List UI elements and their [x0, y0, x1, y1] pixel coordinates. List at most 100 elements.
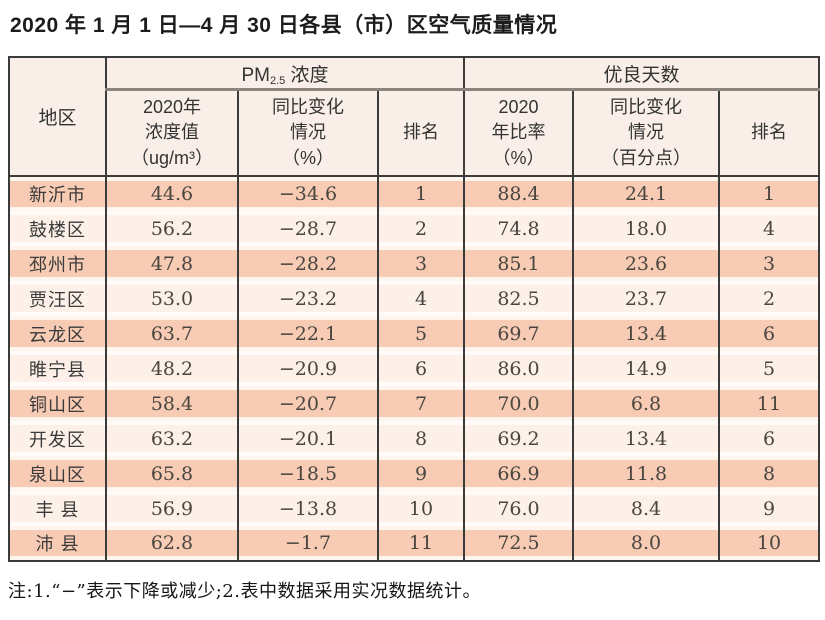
pm-rank-cell: 9	[377, 456, 465, 491]
good-rank-cell: 6	[717, 316, 821, 351]
pm-rank-cell: 6	[377, 351, 465, 386]
region-cell: 开发区	[8, 421, 107, 456]
table-row: 睢宁县 48.2 −20.9 6 86.0 14.9 5	[8, 351, 821, 386]
table-row: 沛 县 62.8 −1.7 11 72.5 8.0 10	[8, 526, 821, 561]
region-cell: 邳州市	[8, 246, 107, 281]
pm-change-cell: −20.7	[237, 386, 379, 421]
group-header-good-days: 优良天数	[462, 57, 821, 91]
col-header-pm-rank: 排名	[377, 89, 465, 177]
group-header-row: 地区 PM2.5 浓度 优良天数	[8, 57, 821, 177]
footnote: 注:1.“−”表示下降或减少;2.表中数据采用实况数据统计。	[8, 581, 481, 602]
pm-rank-cell: 8	[377, 421, 465, 456]
table-row: 云龙区 63.7 −22.1 5 69.7 13.4 6	[8, 316, 821, 351]
region-cell: 鼓楼区	[8, 211, 107, 246]
region-cell: 泉山区	[8, 456, 107, 491]
pm-rank-cell: 5	[377, 316, 465, 351]
pm-rank-cell: 7	[377, 386, 465, 421]
good-rank-cell: 9	[717, 491, 821, 526]
pm-rank-cell: 4	[377, 281, 465, 316]
table-row: 开发区 63.2 −20.1 8 69.2 13.4 6	[8, 421, 821, 456]
col-header-good-change: 同比变化 情况 （百分点）	[572, 89, 720, 177]
pm-change-cell: −22.1	[237, 316, 379, 351]
table-row: 鼓楼区 56.2 −28.7 2 74.8 18.0 4	[8, 211, 821, 246]
pm25-label-pre: PM	[241, 64, 270, 86]
pm-change-cell: −18.5	[237, 456, 379, 491]
good-rank-cell: 6	[717, 421, 821, 456]
pm-change-cell: −28.7	[237, 211, 379, 246]
good-rank-cell: 5	[717, 351, 821, 386]
good-ratio-cell: 72.5	[463, 526, 574, 561]
group-header-pm25: PM2.5 浓度	[105, 57, 465, 91]
good-change-cell: 23.7	[572, 281, 720, 316]
good-change-cell: 23.6	[572, 246, 720, 281]
pm25-label-sub: 2.5	[269, 74, 286, 87]
pm25-label-post: 浓度	[285, 64, 329, 86]
table-row: 贾汪区 53.0 −23.2 4 82.5 23.7 2	[8, 281, 821, 316]
good-ratio-cell: 86.0	[463, 351, 574, 386]
good-change-cell: 13.4	[572, 316, 720, 351]
good-ratio-cell: 82.5	[463, 281, 574, 316]
good-ratio-cell: 85.1	[463, 246, 574, 281]
good-rank-cell: 1	[717, 176, 821, 211]
pm-value-cell: 44.6	[105, 176, 239, 211]
good-change-cell: 8.4	[572, 491, 720, 526]
region-cell: 沛 县	[8, 526, 107, 561]
col-header-region: 地区	[8, 57, 107, 177]
good-change-cell: 11.8	[572, 456, 720, 491]
table-header: 地区 PM2.5 浓度 优良天数 2020年 浓度值 （ug/m³） 同比变化 …	[8, 57, 821, 177]
pm-change-cell: −23.2	[237, 281, 379, 316]
good-rank-cell: 3	[717, 246, 821, 281]
pm-value-cell: 58.4	[105, 386, 239, 421]
good-rank-cell: 11	[717, 386, 821, 421]
pm-change-cell: −34.6	[237, 176, 379, 211]
pm-value-cell: 53.0	[105, 281, 239, 316]
pm-value-cell: 62.8	[105, 526, 239, 561]
pm-value-cell: 48.2	[105, 351, 239, 386]
pm-rank-cell: 3	[377, 246, 465, 281]
pm-change-cell: −20.1	[237, 421, 379, 456]
col-header-good-rank: 排名	[717, 89, 821, 177]
pm-value-cell: 56.2	[105, 211, 239, 246]
pm-change-cell: −1.7	[237, 526, 379, 561]
region-cell: 新沂市	[8, 176, 107, 211]
good-change-cell: 18.0	[572, 211, 720, 246]
good-ratio-cell: 74.8	[463, 211, 574, 246]
good-change-cell: 24.1	[572, 176, 720, 211]
good-ratio-cell: 88.4	[463, 176, 574, 211]
pm-rank-cell: 2	[377, 211, 465, 246]
col-header-pm-change: 同比变化 情况 （%）	[237, 89, 379, 177]
good-change-cell: 14.9	[572, 351, 720, 386]
table-row: 邳州市 47.8 −28.2 3 85.1 23.6 3	[8, 246, 821, 281]
region-cell: 睢宁县	[8, 351, 107, 386]
table-row: 新沂市 44.6 −34.6 1 88.4 24.1 1	[8, 176, 821, 211]
good-change-cell: 6.8	[572, 386, 720, 421]
pm-rank-cell: 10	[377, 491, 465, 526]
table-body: 新沂市 44.6 −34.6 1 88.4 24.1 1 鼓楼区 56.2 −2…	[8, 176, 821, 561]
pm-rank-cell: 11	[377, 526, 465, 561]
pm-value-cell: 56.9	[105, 491, 239, 526]
good-change-cell: 8.0	[572, 526, 720, 561]
region-cell: 贾汪区	[8, 281, 107, 316]
good-ratio-cell: 66.9	[463, 456, 574, 491]
good-ratio-cell: 76.0	[463, 491, 574, 526]
air-quality-table: 地区 PM2.5 浓度 优良天数 2020年 浓度值 （ug/m³） 同比变化 …	[8, 56, 821, 562]
good-rank-cell: 8	[717, 456, 821, 491]
table-row: 泉山区 65.8 −18.5 9 66.9 11.8 8	[8, 456, 821, 491]
pm-change-cell: −28.2	[237, 246, 379, 281]
good-rank-cell: 4	[717, 211, 821, 246]
col-header-pm-value: 2020年 浓度值 （ug/m³）	[105, 89, 239, 177]
sub-header-row: 2020年 浓度值 （ug/m³） 同比变化 情况 （%） 排名 2020 年比…	[9, 89, 821, 177]
region-cell: 丰 县	[8, 491, 107, 526]
table-row: 丰 县 56.9 −13.8 10 76.0 8.4 9	[8, 491, 821, 526]
pm-value-cell: 65.8	[105, 456, 239, 491]
good-ratio-cell: 70.0	[463, 386, 574, 421]
pm-value-cell: 47.8	[105, 246, 239, 281]
pm-change-cell: −20.9	[237, 351, 379, 386]
region-cell: 云龙区	[8, 316, 107, 351]
good-rank-cell: 10	[717, 526, 821, 561]
page-title: 2020 年 1 月 1 日—4 月 30 日各县（市）区空气质量情况	[10, 14, 558, 37]
pm-value-cell: 63.7	[105, 316, 239, 351]
good-change-cell: 13.4	[572, 421, 720, 456]
good-ratio-cell: 69.2	[463, 421, 574, 456]
pm-value-cell: 63.2	[105, 421, 239, 456]
